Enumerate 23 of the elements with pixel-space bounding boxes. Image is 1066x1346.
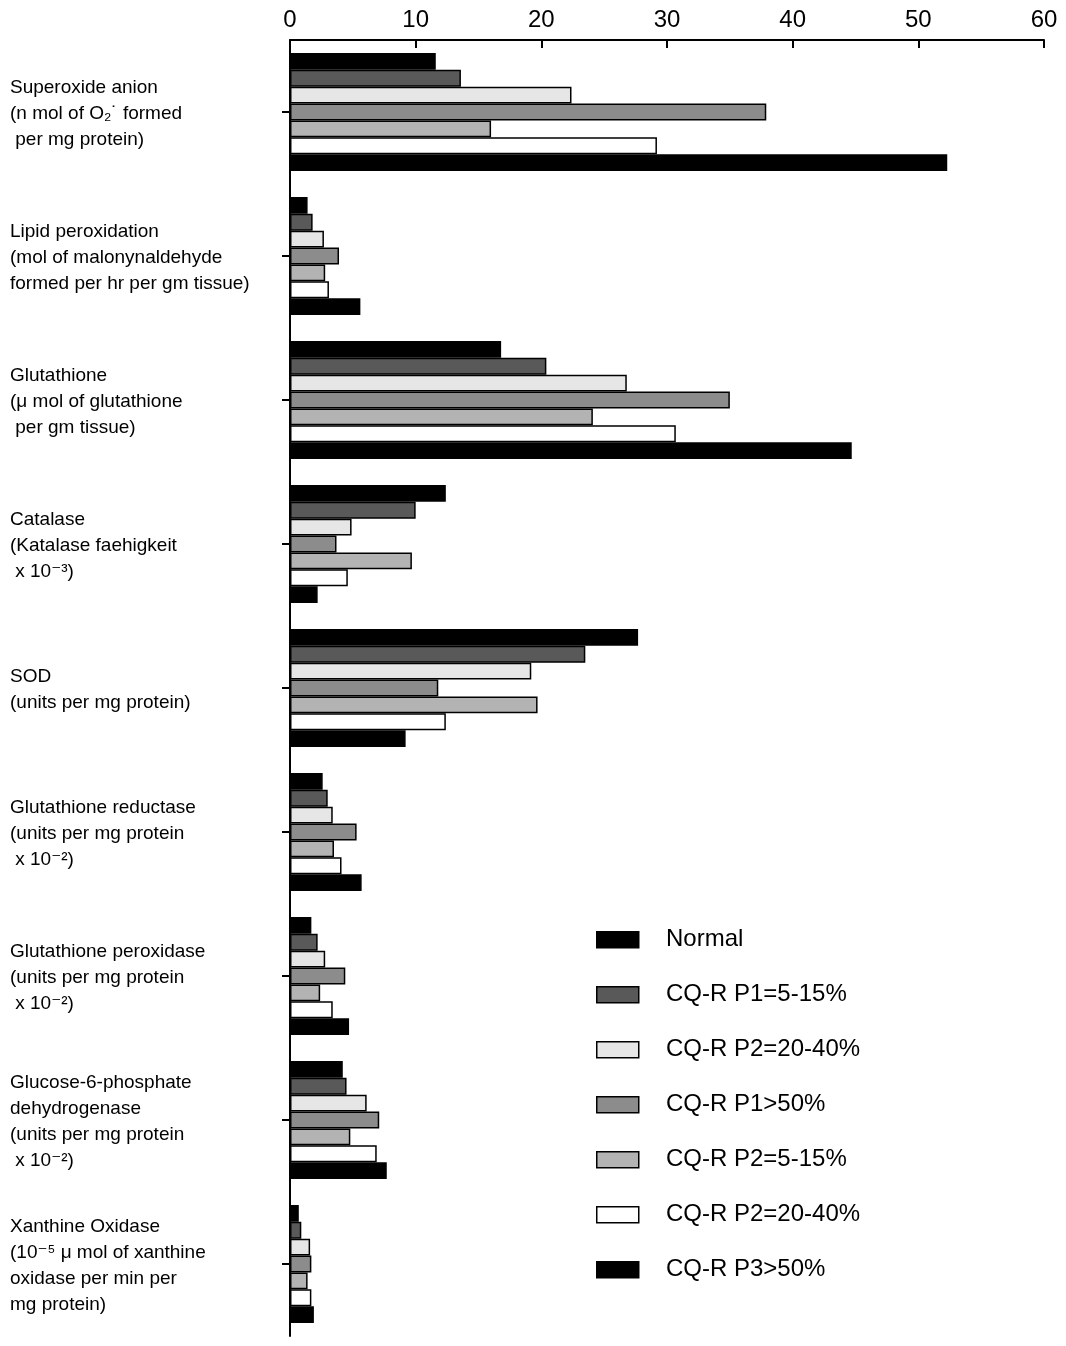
y-tick-label: Superoxide anion (n mol of O₂˙ formed per mg protein) (10, 75, 183, 149)
y-tick-label: Glutathione peroxidase (units per mg protein x 10⁻²) (10, 939, 206, 1013)
y-tick-label: Glutathione reductase (units per mg protein x 10⁻²) (10, 795, 196, 869)
legend-label: CQ-R P2=5-15% (666, 1143, 847, 1171)
x-tick-label: 60 (1030, 4, 1058, 32)
x-tick-label: 30 (653, 4, 681, 32)
x-tick-label: 20 (527, 4, 555, 32)
y-tick-label: SOD (units per mg protein) (10, 664, 191, 712)
legend-label: CQ-R P2=20-40% (666, 1198, 861, 1226)
x-tick-label: 10 (402, 4, 430, 32)
legend-label: CQ-R P2=20-40% (666, 1033, 861, 1061)
y-tick-label: Xanthine Oxidase (10⁻⁵ μ mol of xanthine oxidase per min per mg protein) (10, 1214, 206, 1314)
x-tick-label: 40 (779, 4, 807, 32)
x-tick-label: 50 (904, 4, 932, 32)
legend-label: CQ-R P1=5-15% (666, 978, 847, 1006)
legend-label: CQ-R P1>50% (666, 1088, 826, 1116)
legend-label: Normal (666, 923, 744, 951)
y-tick-label: Catalase (Katalase faehigkeit x 10⁻³) (10, 507, 178, 581)
y-tick-label: Glutathione (μ mol of glutathione per gm tissue) (10, 363, 183, 437)
y-tick-label: Glucose-6-phosphate dehydrogenase (units per mg protein x 10⁻²) (10, 1070, 192, 1170)
x-tick-label: 0 (283, 4, 297, 32)
y-tick-label: Lipid peroxidation (mol of malonynaldehyde formed per hr per gm tissue) (10, 219, 250, 293)
legend-label: CQ-R P3>50% (666, 1253, 826, 1281)
